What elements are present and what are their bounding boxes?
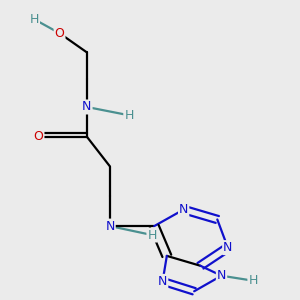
Text: N: N <box>105 220 115 232</box>
Text: H: H <box>147 229 157 242</box>
Text: N: N <box>158 275 167 288</box>
Text: N: N <box>82 100 92 113</box>
Text: O: O <box>55 27 64 40</box>
Text: N: N <box>217 269 226 282</box>
Text: H: H <box>30 13 39 26</box>
Text: O: O <box>34 130 44 143</box>
Text: H: H <box>124 109 134 122</box>
Text: N: N <box>179 203 188 216</box>
Text: H: H <box>248 274 258 287</box>
Text: N: N <box>223 241 232 254</box>
